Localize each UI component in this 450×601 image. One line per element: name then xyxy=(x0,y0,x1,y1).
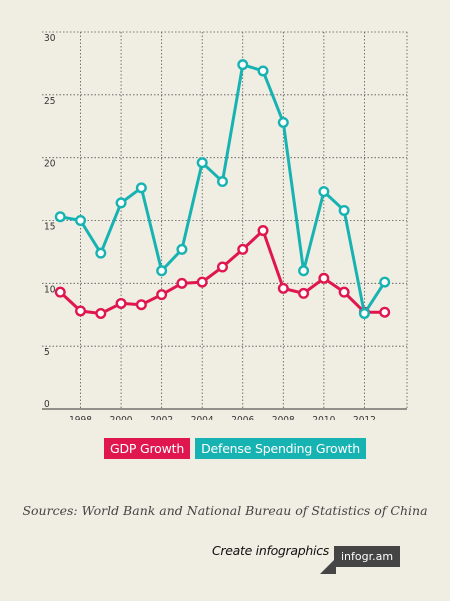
series-line-1 xyxy=(59,63,386,315)
data-point-1[interactable] xyxy=(257,65,269,77)
series-group xyxy=(54,59,391,319)
x-tick-label: 2008 xyxy=(272,415,295,420)
data-point-1[interactable] xyxy=(379,276,391,288)
data-point-0[interactable] xyxy=(115,297,127,309)
x-axis-labels: 1998 2000 2002 2004 2006 2008 2010 2012 xyxy=(69,415,376,420)
x-tick-label: 2000 xyxy=(110,415,133,420)
data-point-1[interactable] xyxy=(156,265,168,277)
x-tick-label: 2004 xyxy=(191,415,214,420)
data-point-1[interactable] xyxy=(277,116,289,128)
create-infographics-link[interactable]: Create infographics xyxy=(212,543,329,558)
x-tick-label: 2012 xyxy=(353,415,376,420)
y-tick-label: 5 xyxy=(44,347,50,358)
data-point-0[interactable] xyxy=(298,287,310,299)
data-point-1[interactable] xyxy=(54,211,66,223)
data-point-0[interactable] xyxy=(338,286,350,298)
data-point-1[interactable] xyxy=(338,204,350,216)
data-point-0[interactable] xyxy=(277,282,289,294)
data-point-0[interactable] xyxy=(379,306,391,318)
data-point-0[interactable] xyxy=(237,243,249,255)
data-point-1[interactable] xyxy=(95,247,107,259)
data-point-1[interactable] xyxy=(298,265,310,277)
data-point-0[interactable] xyxy=(95,307,107,319)
x-tick-label: 2006 xyxy=(231,415,254,420)
badge-tail xyxy=(320,558,336,574)
data-point-0[interactable] xyxy=(196,276,208,288)
x-tick-label: 1998 xyxy=(69,415,92,420)
data-point-1[interactable] xyxy=(237,59,249,71)
y-tick-label: 25 xyxy=(44,96,55,107)
x-tick-label: 2010 xyxy=(312,415,335,420)
y-tick-label: 0 xyxy=(44,399,50,410)
data-point-0[interactable] xyxy=(318,272,330,284)
data-point-0[interactable] xyxy=(75,305,87,317)
legend-gdp-growth[interactable]: GDP Growth xyxy=(104,438,191,459)
data-point-1[interactable] xyxy=(318,186,330,198)
source-note: Sources: World Bank and National Bureau … xyxy=(22,503,428,518)
legend: GDP Growth Defense Spending Growth xyxy=(104,438,366,459)
data-point-1[interactable] xyxy=(216,176,228,188)
y-tick-label: 20 xyxy=(44,159,56,170)
data-point-1[interactable] xyxy=(115,197,127,209)
data-point-1[interactable] xyxy=(358,307,370,319)
y-tick-label: 15 xyxy=(44,222,55,233)
data-point-1[interactable] xyxy=(135,182,147,194)
legend-defense-spending-growth[interactable]: Defense Spending Growth xyxy=(195,438,366,459)
data-point-0[interactable] xyxy=(257,225,269,237)
data-point-1[interactable] xyxy=(196,157,208,169)
data-point-0[interactable] xyxy=(216,261,228,273)
y-axis-labels: 0 5 10 15 20 25 30 xyxy=(44,33,56,410)
data-point-0[interactable] xyxy=(135,299,147,311)
data-point-0[interactable] xyxy=(156,289,168,301)
y-tick-label: 30 xyxy=(44,33,56,44)
data-point-1[interactable] xyxy=(75,214,87,226)
data-point-1[interactable] xyxy=(176,243,188,255)
y-tick-label: 10 xyxy=(44,284,56,295)
data-point-0[interactable] xyxy=(176,277,188,289)
infogram-badge[interactable]: infogr.am xyxy=(334,546,400,567)
grid xyxy=(42,31,408,410)
line-chart: 0 5 10 15 20 25 30 1998 2000 2002 2004 2006 2008 201… xyxy=(42,31,408,420)
data-point-0[interactable] xyxy=(54,286,66,298)
x-tick-label: 2002 xyxy=(150,415,173,420)
